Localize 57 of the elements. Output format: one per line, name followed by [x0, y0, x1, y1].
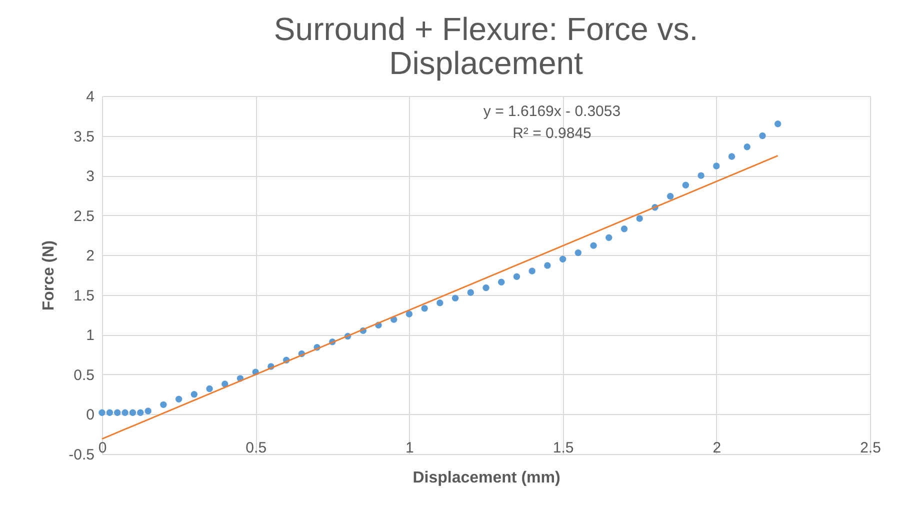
y-tick-label: -0.5	[68, 446, 94, 464]
point	[206, 385, 213, 392]
point	[774, 120, 782, 128]
point	[620, 226, 628, 232]
point	[713, 162, 720, 170]
point	[98, 409, 106, 416]
point	[544, 262, 551, 269]
point	[590, 242, 597, 249]
x-tick-label: 2.5	[860, 440, 881, 456]
x-tick-label: 0	[98, 440, 107, 456]
y-tick-label: 1.5	[74, 287, 94, 304]
y-tick-label: 1	[86, 327, 94, 344]
point	[467, 289, 474, 296]
point	[728, 153, 736, 160]
point	[421, 305, 428, 312]
point	[498, 278, 505, 286]
y-tick-label: 0	[86, 406, 94, 424]
point	[175, 396, 182, 402]
y-tick-label: 0.5	[74, 366, 94, 384]
annotation: R² = 0.9845	[512, 125, 592, 142]
point	[482, 284, 490, 292]
point	[129, 409, 136, 416]
point	[666, 192, 674, 200]
point	[759, 132, 766, 140]
text: Surround + Flexure: Force vs.	[274, 11, 698, 47]
x-tick-label: 2	[712, 440, 722, 456]
x-tick-label: 0.5	[246, 440, 267, 456]
point	[682, 182, 690, 188]
y-tick-label: 3.5	[74, 128, 94, 146]
point	[698, 172, 704, 179]
point	[559, 256, 566, 262]
y-tick-label: 2	[86, 248, 94, 265]
point	[122, 409, 128, 416]
point	[513, 273, 520, 280]
text: Displacement	[389, 45, 583, 81]
point	[144, 408, 152, 414]
point	[606, 234, 612, 241]
point	[406, 310, 413, 318]
point	[452, 294, 459, 302]
point	[636, 215, 643, 222]
y-axis-title: Force (N)	[40, 240, 58, 311]
point	[137, 409, 144, 416]
y-tick-label: 2.5	[74, 208, 94, 225]
point	[160, 401, 167, 408]
point	[528, 268, 536, 274]
point	[190, 390, 198, 398]
point	[574, 249, 582, 256]
point	[106, 409, 114, 416]
y-tick-label: 3	[86, 168, 94, 186]
annotation: y = 1.6169x - 0.3053	[483, 103, 621, 120]
x-tick-label: 1	[406, 440, 414, 456]
y-tick-label: 4	[86, 88, 94, 106]
x-tick-label: 1.5	[552, 440, 574, 456]
point	[114, 409, 121, 416]
point	[436, 299, 444, 306]
x-axis-title: Displacement (mm)	[412, 470, 560, 486]
point	[744, 144, 750, 150]
